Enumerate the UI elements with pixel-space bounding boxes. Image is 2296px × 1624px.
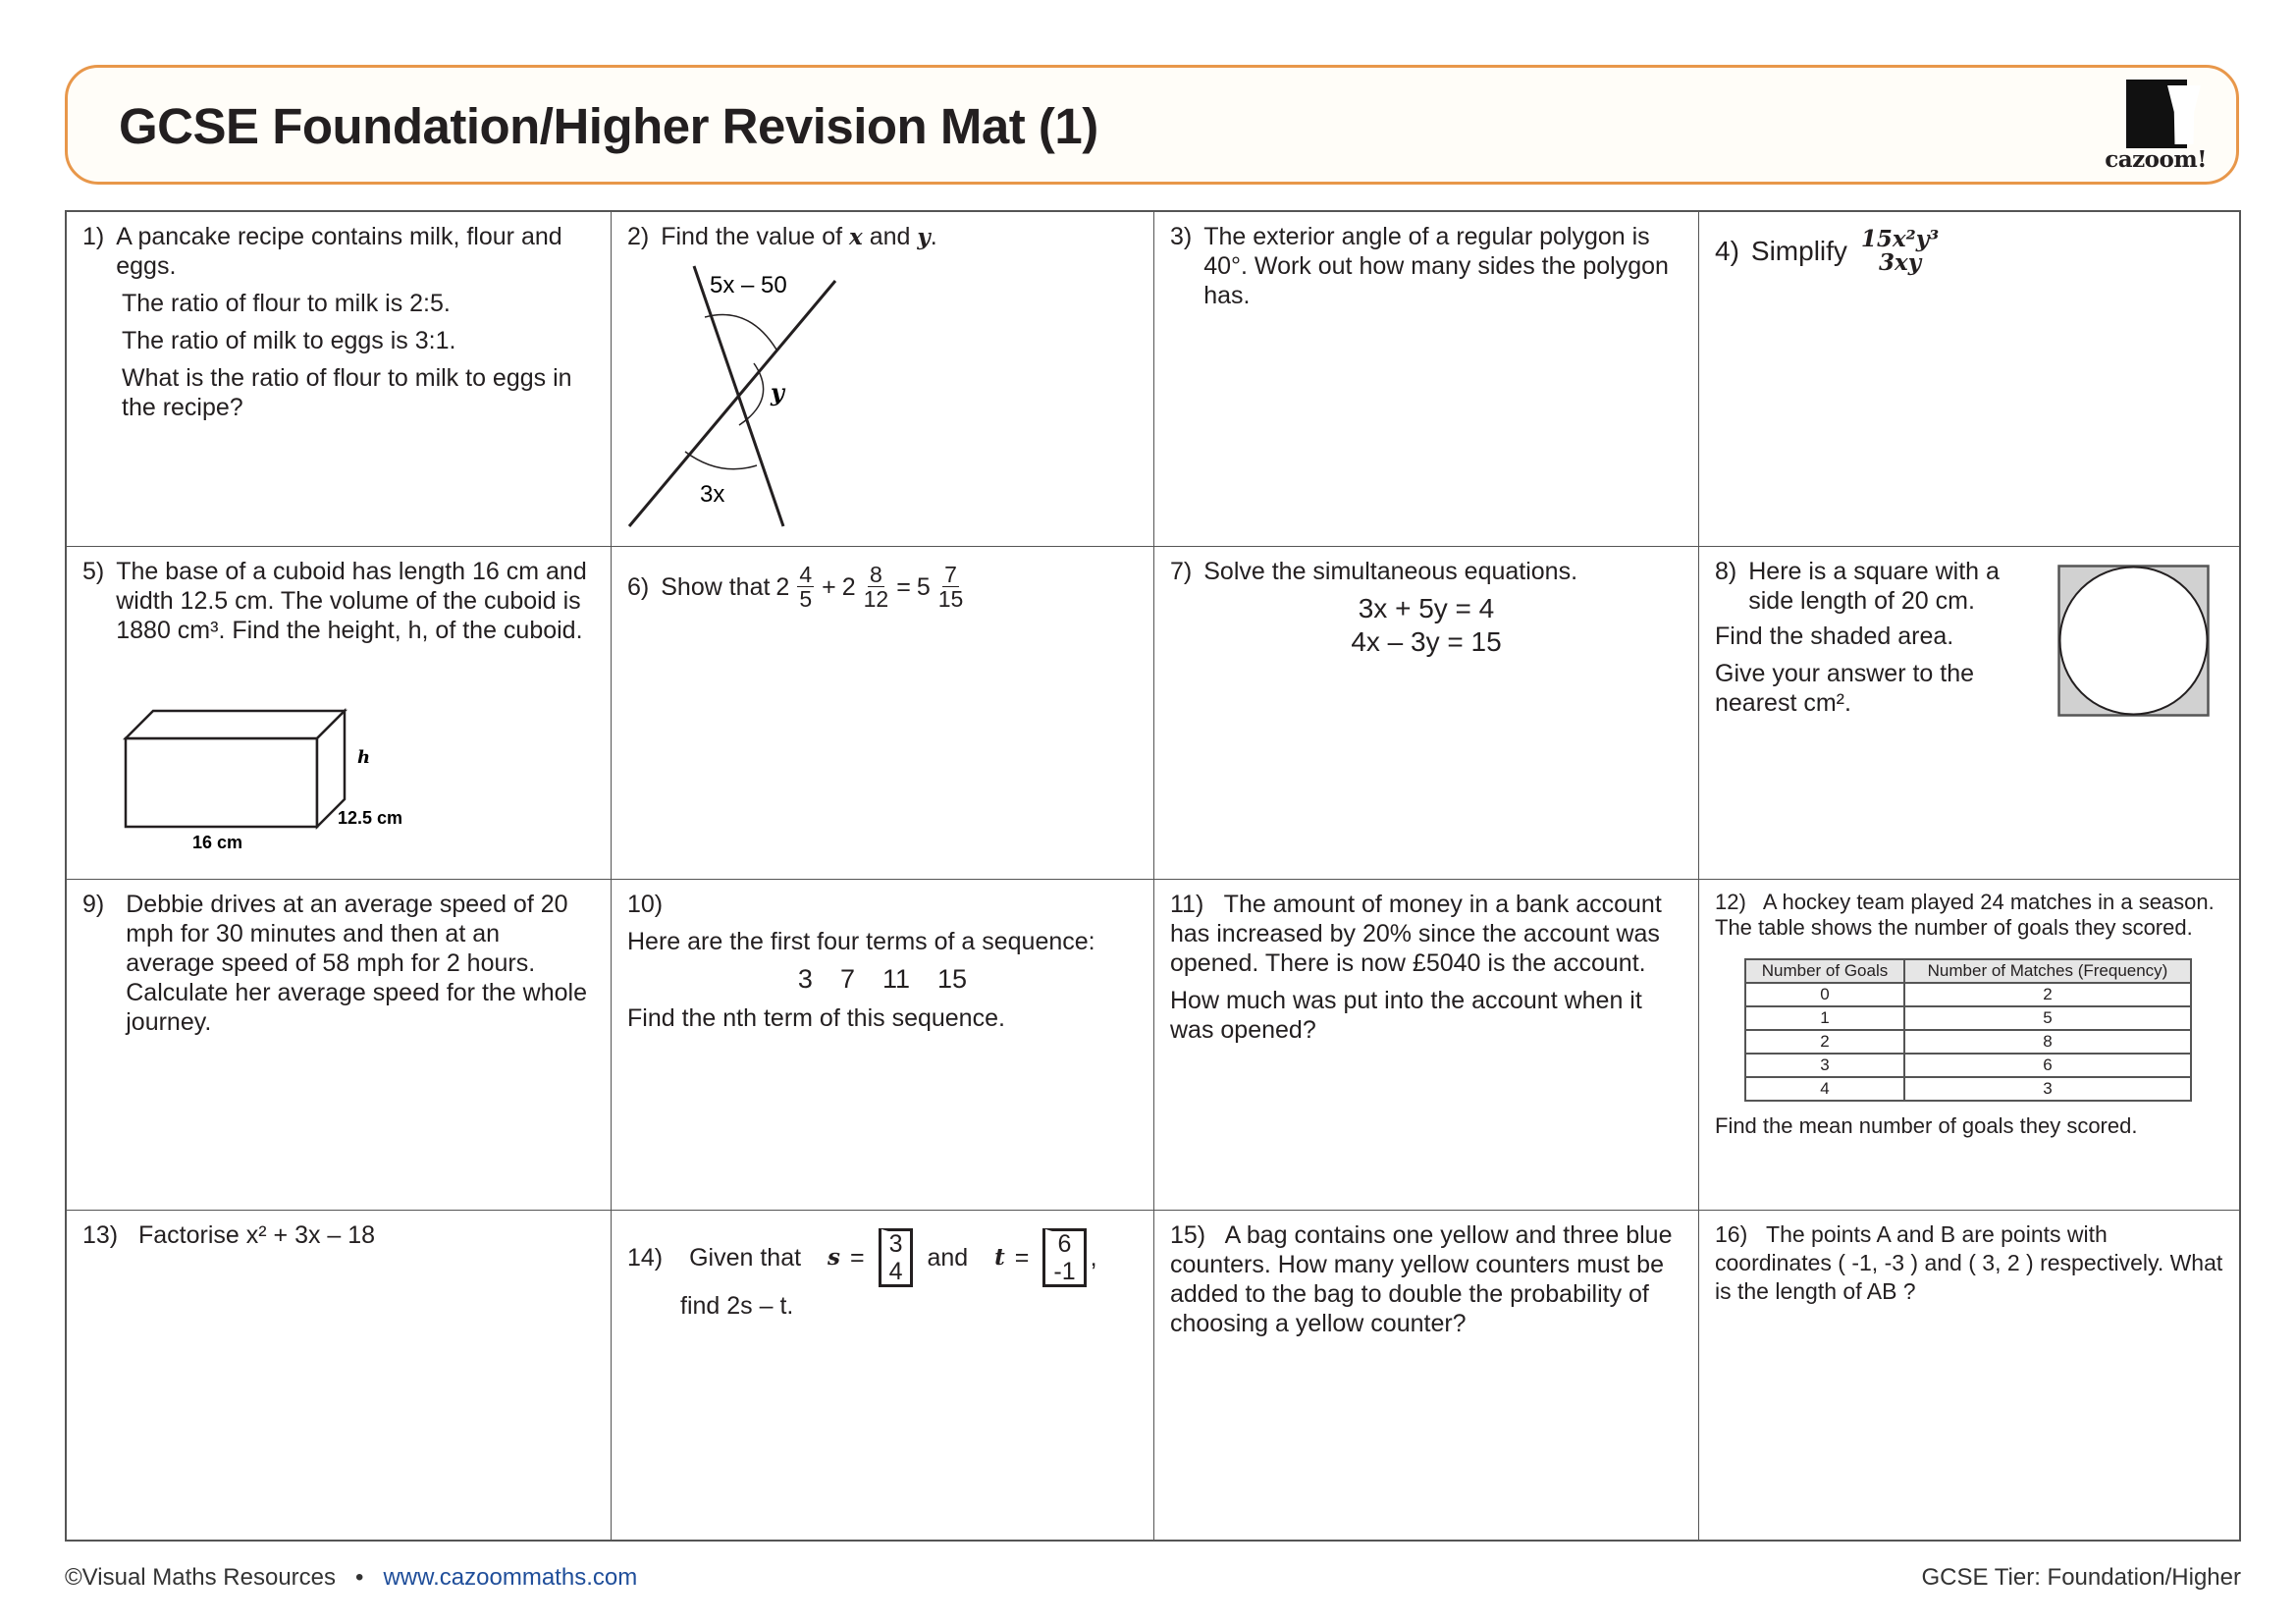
question-text: The exterior angle of a regular polygon … xyxy=(1203,223,1669,309)
question-text: What is the ratio of flour to milk to eg… xyxy=(122,364,572,421)
question-text: The ratio of milk to eggs is 3:1. xyxy=(122,327,456,354)
question-text: Give your answer to the nearest cm². xyxy=(1715,660,1975,717)
question-9: 9) Debbie drives at an average speed of 2… xyxy=(67,880,612,1211)
question-number: 3) xyxy=(1170,223,1193,250)
question-text: A pancake recipe contains milk, flour an… xyxy=(116,223,562,280)
angle-label-right: y xyxy=(770,378,786,406)
footer-left: ©Visual Maths Resources • www.cazoommath… xyxy=(65,1564,637,1592)
equation-2: 4x – 3y = 15 xyxy=(1351,626,1502,657)
question-text: The base of a cuboid has length 16 cm an… xyxy=(116,558,587,644)
bullet: • xyxy=(355,1564,364,1591)
question-text: A bag contains one yellow and three blue… xyxy=(1170,1221,1673,1337)
vector-t: 6 -1 xyxy=(1042,1228,1087,1287)
question-7: 7) Solve the simultaneous equations. 3x +… xyxy=(1154,547,1699,880)
fraction: 15x²y³ 3xy xyxy=(1860,226,1940,276)
frequency-table: Number of Goals Number of Matches (Freque… xyxy=(1744,958,2192,1102)
question-text: The amount of money in a bank account ha… xyxy=(1170,891,1662,977)
label-length: 16 cm xyxy=(192,833,242,851)
expression: x² + 3x – 18 xyxy=(245,1221,376,1249)
question-text: How much was put into the account when i… xyxy=(1170,987,1642,1044)
question-number: 10) xyxy=(627,891,664,918)
angle-arc-bottom xyxy=(684,451,758,470)
question-12: 12) A hockey team played 24 matches in a… xyxy=(1699,880,2239,1211)
website-link[interactable]: www.cazoommaths.com xyxy=(383,1564,638,1591)
equation-1: 3x + 5y = 4 xyxy=(1358,593,1495,623)
question-text: Find the shaded area. xyxy=(1715,623,1954,650)
question-text: Find the mean number of goals they score… xyxy=(1715,1113,2138,1138)
question-number: 6) xyxy=(627,572,650,601)
label-height: h xyxy=(357,747,370,768)
sequence-terms: 3 7 11 15 xyxy=(797,964,968,994)
question-text: Factorise xyxy=(137,1221,240,1249)
question-number: 12) xyxy=(1715,890,1746,914)
question-13: 13) Factorise x² + 3x – 18 xyxy=(67,1211,612,1540)
header-banner: GCSE Foundation/Higher Revision Mat (1) … xyxy=(65,65,2239,185)
question-10: 10) Here are the first four terms of a s… xyxy=(612,880,1154,1211)
question-number: 9) xyxy=(82,891,105,918)
tier-label: GCSE Tier: Foundation/Higher xyxy=(1921,1564,2242,1591)
question-number: 14) xyxy=(627,1244,664,1272)
question-5: 5) The base of a cuboid has length 16 cm … xyxy=(67,547,612,880)
question-number: 1) xyxy=(82,223,105,250)
question-text: Here is a square with a side length of 2… xyxy=(1748,558,2000,615)
question-1: 1) A pancake recipe contains milk, flour… xyxy=(67,212,612,547)
angle-arc-top xyxy=(704,313,777,351)
question-11: 11) The amount of money in a bank accoun… xyxy=(1154,880,1699,1211)
question-4: 4) Simplify 15x²y³ 3xy xyxy=(1699,212,2239,547)
question-number: 8) xyxy=(1715,558,1737,585)
question-15: 15) A bag contains one yellow and three … xyxy=(1154,1211,1699,1540)
question-text: Find the nth term of this sequence. xyxy=(627,1004,1005,1032)
page-title: GCSE Foundation/Higher Revision Mat (1) xyxy=(119,98,1098,154)
question-number: 16) xyxy=(1715,1221,1748,1247)
logo-text: cazoom! xyxy=(2105,146,2207,173)
question-text: A hockey team played 24 matches in a sea… xyxy=(1715,890,2215,940)
question-number: 4) xyxy=(1715,236,1739,266)
intersecting-lines-diagram: 5x – 50 y 3x xyxy=(627,265,837,527)
angle-label-bottom: 3x xyxy=(700,481,724,508)
angle-label-top: 5x – 50 xyxy=(710,272,787,298)
question-number: 11) xyxy=(1170,891,1204,918)
question-text: Solve the simultaneous equations. xyxy=(1203,558,1578,585)
equations: 3x + 5y = 4 4x – 3y = 15 xyxy=(1170,592,1682,659)
angle-arc-right xyxy=(738,362,765,426)
question-8: 8) Here is a square with a side length of… xyxy=(1699,547,2239,880)
question-grid: 1) A pancake recipe contains milk, flour… xyxy=(65,210,2241,1542)
cuboid-diagram: h 12.5 cm 16 cm xyxy=(122,707,402,851)
question-text: Find the value of x and y. xyxy=(661,223,937,250)
question-number: 15) xyxy=(1170,1221,1206,1249)
question-number: 5) xyxy=(82,558,105,585)
question-3: 3) The exterior angle of a regular polygo… xyxy=(1154,212,1699,547)
line-2 xyxy=(627,280,837,527)
question-text: The ratio of flour to milk is 2:5. xyxy=(122,290,451,317)
cazoom-logo: cazoom! xyxy=(2099,80,2207,174)
square-circle-diagram xyxy=(2057,565,2210,717)
question-number: 2) xyxy=(627,223,650,250)
question-text: Simplify xyxy=(1750,236,1847,266)
question-number: 7) xyxy=(1170,558,1193,585)
label-width: 12.5 cm xyxy=(338,808,402,828)
question-16: 16) The points A and B are points with c… xyxy=(1699,1211,2239,1540)
copyright: ©Visual Maths Resources xyxy=(65,1564,337,1591)
question-text: find 2s – t. xyxy=(680,1292,794,1320)
question-text: Debbie drives at an average speed of 20 … xyxy=(126,891,587,1036)
question-text: The points A and B are points with coord… xyxy=(1715,1221,2223,1304)
drum-icon xyxy=(2126,80,2201,148)
question-2: 2) Find the value of x and y. 5x – 50 y … xyxy=(612,212,1154,547)
question-number: 13) xyxy=(82,1221,119,1249)
question-text: Here are the first four terms of a seque… xyxy=(627,928,1095,955)
